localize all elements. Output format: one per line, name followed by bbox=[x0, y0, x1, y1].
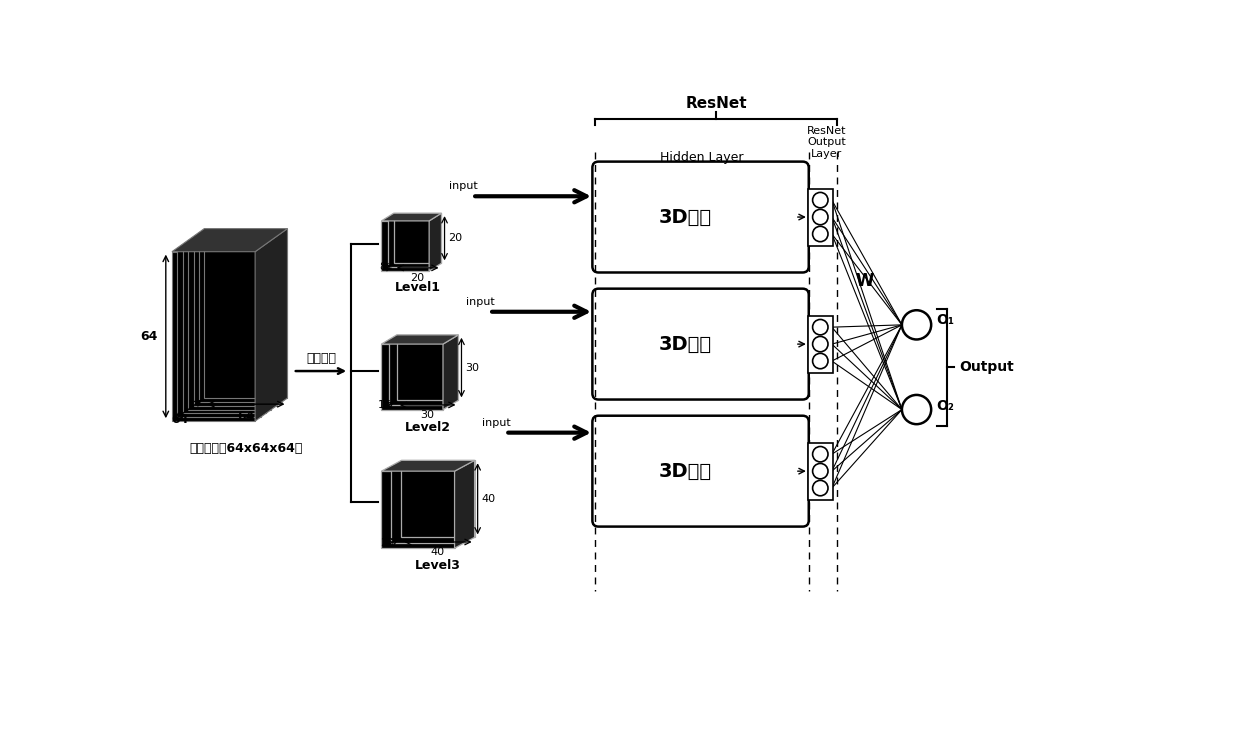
Polygon shape bbox=[382, 221, 429, 271]
Polygon shape bbox=[172, 229, 288, 252]
Circle shape bbox=[901, 395, 931, 424]
Text: 40: 40 bbox=[432, 548, 445, 557]
Circle shape bbox=[812, 481, 828, 496]
Polygon shape bbox=[255, 229, 288, 421]
Text: W: W bbox=[856, 272, 873, 290]
Text: 64: 64 bbox=[172, 413, 190, 427]
Text: 16: 16 bbox=[377, 400, 392, 410]
Circle shape bbox=[812, 209, 828, 225]
Text: O₂: O₂ bbox=[936, 400, 955, 413]
FancyBboxPatch shape bbox=[808, 442, 832, 500]
Polygon shape bbox=[193, 236, 277, 406]
Text: 64: 64 bbox=[237, 410, 254, 423]
Circle shape bbox=[812, 446, 828, 462]
Text: 3D卷积: 3D卷积 bbox=[658, 208, 712, 226]
Text: Level2: Level2 bbox=[404, 421, 450, 434]
Polygon shape bbox=[397, 334, 459, 400]
Text: 30: 30 bbox=[420, 410, 434, 420]
Circle shape bbox=[812, 353, 828, 369]
Polygon shape bbox=[389, 340, 450, 405]
Polygon shape bbox=[382, 213, 441, 221]
Text: Level1: Level1 bbox=[394, 281, 440, 294]
Circle shape bbox=[812, 320, 828, 334]
Text: O₁: O₁ bbox=[936, 314, 955, 327]
Text: Hidden Layer: Hidden Layer bbox=[661, 152, 744, 164]
Text: input: input bbox=[466, 297, 495, 307]
Polygon shape bbox=[182, 244, 265, 413]
Polygon shape bbox=[388, 217, 435, 267]
Polygon shape bbox=[402, 460, 475, 537]
Polygon shape bbox=[382, 471, 455, 548]
Polygon shape bbox=[394, 213, 441, 263]
Polygon shape bbox=[188, 240, 272, 410]
FancyBboxPatch shape bbox=[593, 416, 808, 526]
Text: 8: 8 bbox=[379, 262, 387, 272]
Polygon shape bbox=[429, 213, 441, 271]
Text: 20: 20 bbox=[410, 273, 424, 284]
Circle shape bbox=[812, 226, 828, 242]
Polygon shape bbox=[172, 252, 255, 421]
Polygon shape bbox=[205, 229, 288, 398]
Circle shape bbox=[812, 337, 828, 352]
Text: 随机裁剪: 随机裁剪 bbox=[306, 352, 336, 365]
Text: input: input bbox=[449, 182, 477, 191]
Text: 30: 30 bbox=[465, 362, 480, 373]
Polygon shape bbox=[455, 460, 475, 548]
Circle shape bbox=[901, 310, 931, 340]
Text: 26: 26 bbox=[379, 538, 394, 548]
FancyBboxPatch shape bbox=[808, 316, 832, 373]
Polygon shape bbox=[382, 344, 443, 410]
Text: ResNet: ResNet bbox=[686, 96, 748, 111]
Polygon shape bbox=[382, 334, 459, 344]
FancyBboxPatch shape bbox=[593, 161, 808, 272]
Polygon shape bbox=[198, 232, 281, 402]
Polygon shape bbox=[392, 466, 465, 543]
Circle shape bbox=[812, 193, 828, 208]
Circle shape bbox=[812, 464, 828, 478]
Text: 20: 20 bbox=[449, 233, 463, 243]
Text: 3D卷积: 3D卷积 bbox=[658, 334, 712, 353]
Text: Output: Output bbox=[959, 360, 1013, 374]
Polygon shape bbox=[177, 248, 260, 417]
Text: input: input bbox=[482, 418, 511, 428]
Polygon shape bbox=[443, 334, 459, 410]
Polygon shape bbox=[382, 460, 475, 471]
FancyBboxPatch shape bbox=[808, 188, 832, 245]
Text: 原始输入（64x64x64）: 原始输入（64x64x64） bbox=[190, 442, 303, 454]
Text: ResNet
Output
Layer: ResNet Output Layer bbox=[807, 126, 847, 159]
Text: Level3: Level3 bbox=[415, 560, 461, 572]
Text: 64: 64 bbox=[140, 330, 159, 343]
Text: 3D卷积: 3D卷积 bbox=[658, 462, 712, 481]
Text: 40: 40 bbox=[481, 494, 496, 504]
FancyBboxPatch shape bbox=[593, 289, 808, 400]
